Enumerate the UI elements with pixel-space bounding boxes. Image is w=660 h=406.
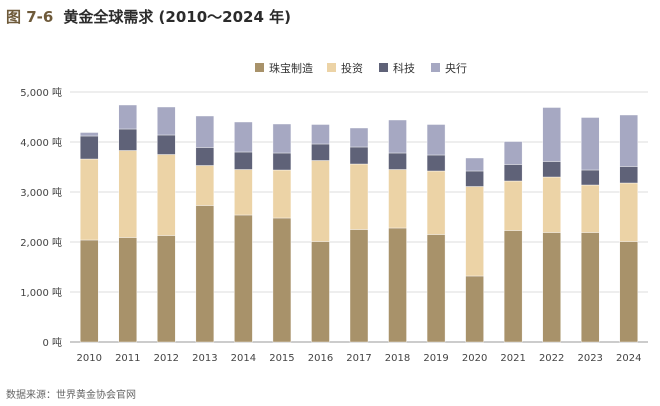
bar-segment-1-2024 xyxy=(619,182,638,242)
bar-segment-2-2012 xyxy=(157,134,176,155)
x-tick-label: 2011 xyxy=(115,353,140,364)
x-tick-label: 2023 xyxy=(577,353,602,364)
bar-segment-0-2018 xyxy=(388,227,407,343)
bar-segment-1-2015 xyxy=(272,169,292,219)
bar-segment-2-2021 xyxy=(503,164,523,182)
bar-segment-2-2011 xyxy=(118,128,138,151)
legend-swatch-3 xyxy=(431,63,440,72)
bar-segment-1-2022 xyxy=(542,176,561,233)
x-tick-label: 2022 xyxy=(539,353,564,364)
legend: 珠宝制造 投资 科技 央行 xyxy=(255,61,467,75)
y-tick-label: 2,000 吨 xyxy=(20,236,62,249)
bar-segment-0-2014 xyxy=(234,214,253,343)
bar-segment-3-2020 xyxy=(465,157,484,172)
bar-segment-3-2014 xyxy=(234,121,253,153)
y-tick-label: 5,000 吨 xyxy=(20,86,62,99)
bar-segment-2-2015 xyxy=(272,152,292,171)
bar-segment-3-2011 xyxy=(118,104,138,130)
bar-segment-3-2023 xyxy=(581,117,600,171)
bar-segment-1-2023 xyxy=(581,184,600,233)
bar-segment-1-2017 xyxy=(349,163,369,230)
bar-segment-0-2017 xyxy=(349,229,369,343)
bar-segment-3-2018 xyxy=(388,119,407,154)
bar-segment-0-2021 xyxy=(503,230,523,343)
bar-segment-0-2010 xyxy=(80,239,99,343)
y-tick-label: 3,000 吨 xyxy=(20,186,62,199)
bar-segment-3-2012 xyxy=(157,106,176,136)
bar-segment-2-2016 xyxy=(311,143,330,161)
figure-title: 黄金全球需求 (2010～2024 年) xyxy=(63,8,291,26)
bar-segment-2-2023 xyxy=(581,169,600,186)
bars xyxy=(80,104,638,343)
bar-segment-3-2017 xyxy=(349,127,369,148)
x-tick-label: 2017 xyxy=(346,353,371,364)
bar-segment-3-2013 xyxy=(195,115,215,148)
bar-segment-1-2021 xyxy=(503,180,523,231)
legend-swatch-1 xyxy=(327,63,336,72)
bar-segment-2-2024 xyxy=(619,166,638,184)
data-source-note: 数据来源：世界黄金协会官网 xyxy=(6,390,136,401)
bar-segment-1-2010 xyxy=(80,158,99,241)
bar-segment-1-2016 xyxy=(311,160,330,242)
bar-segment-1-2018 xyxy=(388,169,407,229)
x-tick-label: 2012 xyxy=(154,353,179,364)
bar-segment-3-2024 xyxy=(619,114,638,167)
bar-segment-3-2021 xyxy=(503,141,523,165)
bar-segment-0-2024 xyxy=(619,241,638,343)
bar-segment-2-2022 xyxy=(542,161,561,178)
x-axis: 2010 2011 2012 2013 2014 2015 2016 2017 2018 2019… xyxy=(77,353,642,364)
figure-header: 图 7-6 黄金全球需求 (2010～2024 年) xyxy=(6,6,291,27)
x-tick-label: 2018 xyxy=(385,353,410,364)
bar-segment-1-2019 xyxy=(426,170,446,235)
bar-segment-3-2022 xyxy=(542,107,561,162)
bar-segment-2-2020 xyxy=(465,170,484,187)
legend-swatch-0 xyxy=(255,63,264,72)
y-axis: 0 吨 1,000 吨 2,000 吨 3,000 吨 4,000 吨 5,000 吨 xyxy=(20,86,62,349)
bar-segment-0-2015 xyxy=(272,217,292,343)
bar-segment-1-2020 xyxy=(465,186,484,277)
bar-segment-2-2018 xyxy=(388,152,407,170)
bar-segment-3-2016 xyxy=(311,124,330,145)
bar-segment-1-2013 xyxy=(195,165,215,206)
x-tick-label: 2014 xyxy=(231,353,256,364)
legend-swatch-2 xyxy=(379,63,388,72)
bar-segment-3-2019 xyxy=(426,124,446,156)
bar-segment-0-2020 xyxy=(465,275,484,343)
y-tick-label: 0 吨 xyxy=(42,336,62,349)
legend-label-2: 科技 xyxy=(393,61,415,75)
y-tick-label: 1,000 吨 xyxy=(20,286,62,299)
bar-segment-3-2010 xyxy=(80,132,99,137)
x-tick-label: 2020 xyxy=(462,353,487,364)
figure-number: 图 7-6 xyxy=(6,8,54,26)
bar-segment-1-2014 xyxy=(234,169,253,216)
x-tick-label: 2015 xyxy=(269,353,294,364)
x-tick-label: 2010 xyxy=(77,353,102,364)
legend-label-0: 珠宝制造 xyxy=(269,61,313,75)
x-tick-label: 2019 xyxy=(423,353,448,364)
x-tick-label: 2024 xyxy=(616,353,641,364)
bar-segment-0-2011 xyxy=(118,237,138,343)
bar-segment-3-2015 xyxy=(272,123,292,154)
y-tick-label: 4,000 吨 xyxy=(20,136,62,149)
bar-segment-0-2019 xyxy=(426,234,446,343)
legend-label-3: 央行 xyxy=(445,62,467,75)
bar-segment-2-2013 xyxy=(195,147,215,166)
bar-segment-2-2010 xyxy=(80,135,99,160)
x-tick-label: 2013 xyxy=(192,353,217,364)
bar-segment-1-2012 xyxy=(157,154,176,236)
bar-segment-0-2012 xyxy=(157,235,176,343)
bar-segment-1-2011 xyxy=(118,150,138,238)
bar-segment-2-2019 xyxy=(426,154,446,172)
bar-segment-0-2013 xyxy=(195,205,215,343)
x-tick-label: 2016 xyxy=(308,353,333,364)
bar-segment-2-2014 xyxy=(234,151,253,170)
bar-segment-2-2017 xyxy=(349,146,369,165)
bar-segment-0-2022 xyxy=(542,232,561,343)
x-tick-label: 2021 xyxy=(500,353,525,364)
bar-segment-0-2016 xyxy=(311,241,330,343)
stacked-bar-chart: 0 吨 1,000 吨 2,000 吨 3,000 吨 4,000 吨 5,000 吨 2… xyxy=(20,61,648,364)
legend-label-1: 投资 xyxy=(341,61,363,75)
bar-segment-0-2023 xyxy=(581,232,600,343)
